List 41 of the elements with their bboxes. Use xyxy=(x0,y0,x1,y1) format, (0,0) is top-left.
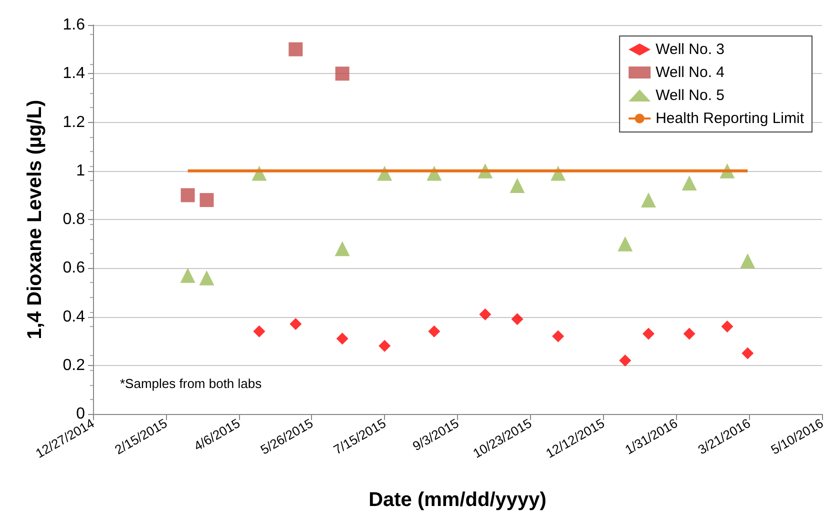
point xyxy=(510,178,525,193)
y-tick-label: 0.8 xyxy=(62,211,86,228)
legend-label: Health Reporting Limit xyxy=(656,110,805,127)
point xyxy=(378,340,391,352)
point xyxy=(253,325,266,338)
legend-label: Well No. 3 xyxy=(656,41,725,58)
point xyxy=(642,328,654,340)
point xyxy=(511,313,524,326)
point xyxy=(180,188,195,202)
point xyxy=(180,268,196,283)
point xyxy=(290,318,302,330)
point xyxy=(336,332,348,345)
y-tick-label: 1.6 xyxy=(62,16,86,34)
y-tick-label: 1 xyxy=(76,162,86,180)
point xyxy=(683,328,696,340)
x-axis-title: Date (mm/dd/yyyy) xyxy=(368,489,546,511)
annotation: *Samples from both labs xyxy=(120,376,262,391)
legend-label: Well No. 5 xyxy=(656,87,725,104)
point xyxy=(200,193,214,208)
point xyxy=(619,354,632,367)
y-tick-label: 0.2 xyxy=(62,356,86,374)
point xyxy=(552,330,564,342)
y-tick-label: 0 xyxy=(76,406,86,422)
y-axis-title: 1,4 Dioxane Levels (µg/L) xyxy=(24,100,46,340)
point xyxy=(641,192,656,208)
y-tick-label: 1.2 xyxy=(62,114,86,131)
point xyxy=(742,347,754,360)
point xyxy=(288,42,303,56)
point xyxy=(199,270,214,286)
point xyxy=(618,236,633,252)
point xyxy=(428,325,440,338)
point xyxy=(682,176,697,191)
y-tick-label: 0.4 xyxy=(62,308,86,326)
y-tick-label: 0.6 xyxy=(62,260,86,277)
point xyxy=(479,308,492,320)
point xyxy=(740,253,756,268)
legend-label: Well No. 4 xyxy=(656,64,725,81)
point xyxy=(334,241,350,256)
point xyxy=(721,320,734,332)
y-tick-label: 1.4 xyxy=(62,65,86,82)
point xyxy=(335,66,350,81)
